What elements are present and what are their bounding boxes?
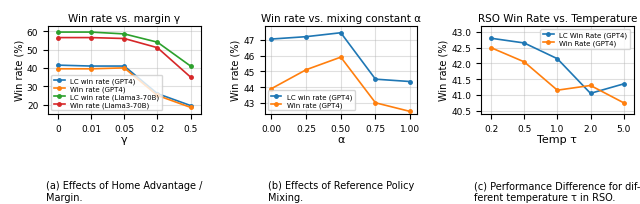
Line: LC win rate (Llama3-70B): LC win rate (Llama3-70B) [56,31,192,69]
Win Rate (GPT4) [554,90,561,92]
LC Win Rate (GPT4) [487,38,495,40]
Win Rate (GPT4) [520,61,528,64]
X-axis label: γ: γ [121,134,127,144]
Title: RSO Win Rate vs. Temperature: RSO Win Rate vs. Temperature [477,14,637,24]
Win Rate (GPT4) [620,102,627,104]
Win rate (GPT4) [406,111,414,113]
Text: (a) Effects of Home Advantage /
Margin.: (a) Effects of Home Advantage / Margin. [46,181,202,202]
Legend: LC win rate (GPT4), Win rate (GPT4), LC win rate (Llama3-70B), Win rate (Llama3-: LC win rate (GPT4), Win rate (GPT4), LC … [51,75,162,111]
Win rate (Llama3-70B) [154,47,161,50]
LC win rate (Llama3-70B) [120,33,128,36]
LC win rate (GPT4) [268,39,275,41]
Win rate (GPT4) [337,57,344,59]
LC win rate (Llama3-70B) [54,32,62,34]
Legend: LC win rate (GPT4), Win rate (GPT4): LC win rate (GPT4), Win rate (GPT4) [268,91,355,111]
Win rate (GPT4) [372,102,380,104]
LC win rate (GPT4) [154,93,161,95]
LC win rate (GPT4) [302,36,310,39]
LC win rate (Llama3-70B) [154,42,161,44]
LC win rate (GPT4) [54,65,62,67]
Win rate (GPT4) [120,67,128,70]
LC win rate (GPT4) [120,65,128,68]
LC Win Rate (GPT4) [520,42,528,45]
Line: Win rate (GPT4): Win rate (GPT4) [56,67,192,110]
LC win rate (Llama3-70B) [87,32,95,34]
Y-axis label: Win rate (%): Win rate (%) [14,40,24,101]
X-axis label: α: α [337,134,344,144]
Win Rate (GPT4) [487,47,495,50]
Title: Win rate vs. mixing constant α: Win rate vs. mixing constant α [261,14,421,24]
LC win rate (GPT4) [406,81,414,83]
Win rate (Llama3-70B) [120,38,128,41]
Win rate (GPT4) [187,107,195,109]
Line: Win rate (GPT4): Win rate (GPT4) [269,56,412,114]
LC win rate (GPT4) [372,79,380,81]
LC Win Rate (GPT4) [554,58,561,61]
Line: Win Rate (GPT4): Win Rate (GPT4) [490,47,625,105]
Win rate (GPT4) [87,68,95,71]
Win rate (GPT4) [268,88,275,90]
Y-axis label: Win rate (%): Win rate (%) [438,40,449,101]
LC win rate (GPT4) [87,65,95,68]
Title: Win rate vs. margin γ: Win rate vs. margin γ [68,14,180,24]
LC Win Rate (GPT4) [620,83,627,86]
Win rate (GPT4) [302,69,310,72]
LC win rate (GPT4) [187,105,195,107]
Line: Win rate (Llama3-70B): Win rate (Llama3-70B) [56,37,192,79]
Win rate (Llama3-70B) [54,37,62,40]
Y-axis label: Win rate (%): Win rate (%) [230,40,241,101]
LC Win Rate (GPT4) [587,93,595,95]
Line: LC Win Rate (GPT4): LC Win Rate (GPT4) [490,37,625,96]
Text: (b) Effects of Reference Policy
Mixing.: (b) Effects of Reference Policy Mixing. [268,181,414,202]
Win rate (GPT4) [154,95,161,97]
Line: LC win rate (GPT4): LC win rate (GPT4) [56,64,192,108]
Win rate (Llama3-70B) [87,37,95,40]
LC win rate (Llama3-70B) [187,65,195,68]
Text: (c) Performance Difference for dif-
ferent temperature τ in RSO.: (c) Performance Difference for dif- fere… [474,181,640,202]
Win rate (Llama3-70B) [187,76,195,79]
Line: LC win rate (GPT4): LC win rate (GPT4) [269,32,412,84]
Win rate (GPT4) [54,68,62,71]
X-axis label: Temp τ: Temp τ [538,134,577,144]
Legend: LC Win Rate (GPT4), Win Rate (GPT4): LC Win Rate (GPT4), Win Rate (GPT4) [540,30,630,50]
Win Rate (GPT4) [587,85,595,87]
LC win rate (GPT4) [337,32,344,35]
